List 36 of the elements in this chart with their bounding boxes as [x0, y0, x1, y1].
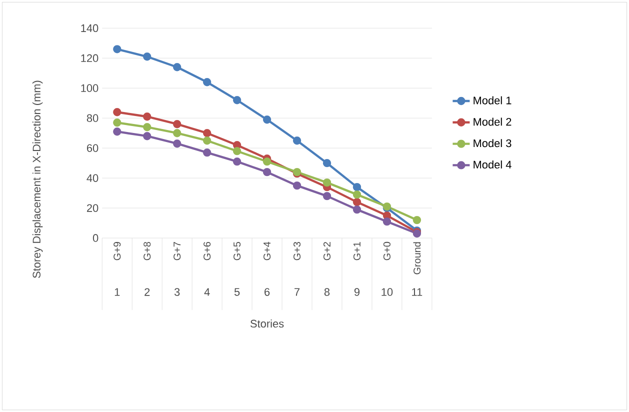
x-axis-title: Stories [250, 319, 284, 328]
y-axis-title: Storey Displacement in X-Direction (mm) [32, 80, 43, 278]
x-tick-label: G+4 [264, 242, 271, 260]
legend-label: Model 4 [474, 160, 512, 168]
y-tick-label: 100 [81, 84, 98, 92]
x-tick-label: G+2 [323, 242, 331, 260]
text: 4 [204, 288, 210, 296]
legend-label: Model 1 [474, 96, 512, 104]
x-tick-label: G+0 [383, 242, 390, 260]
legend-label: Model 3 [474, 139, 512, 148]
x-tick-label: G+8 [144, 242, 151, 260]
text: 2 [144, 288, 150, 296]
x-tick-label: G+9 [114, 242, 121, 260]
text: 10 [382, 288, 393, 296]
text: 5 [234, 288, 240, 296]
y-tick-label: 40 [86, 174, 98, 182]
text: 7 [294, 288, 300, 296]
y-tick-label: 80 [86, 114, 98, 122]
text: 11 [412, 288, 422, 296]
text: 3 [174, 288, 180, 296]
y-tick-label: 60 [87, 144, 98, 152]
y-tick-label: 120 [81, 54, 98, 62]
text: 1 [114, 288, 120, 296]
text: 9 [354, 288, 360, 296]
x-tick-label: G+5 [234, 242, 241, 260]
legend-label: Model 2 [474, 118, 512, 126]
x-tick-label: G+7 [174, 242, 181, 260]
y-tick-label: 0 [92, 234, 98, 242]
x-tick-label: Ground [413, 242, 421, 274]
x-tick-label: G+6 [204, 242, 211, 260]
text: 8 [324, 288, 330, 296]
x-tick-label: G+1 [353, 242, 360, 260]
x-tick-label: G+3 [293, 242, 301, 260]
y-tick-label: 140 [81, 24, 98, 32]
text: 6 [264, 288, 270, 296]
y-tick-label: 20 [86, 204, 98, 212]
